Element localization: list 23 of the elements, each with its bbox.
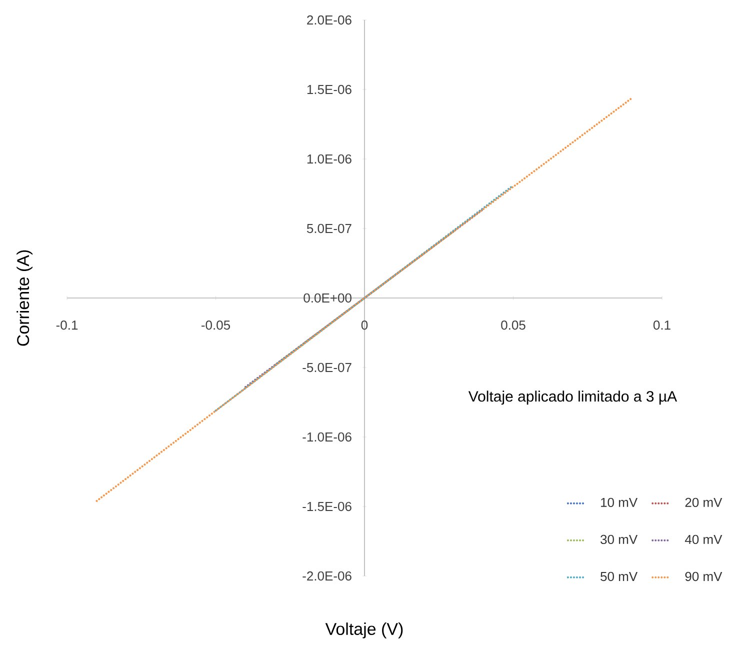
legend-label: 10 mV bbox=[601, 498, 638, 508]
legend-label: 40 mV bbox=[684, 534, 722, 544]
y-tick-label: -5.0E-07 bbox=[302, 362, 352, 372]
x-axis-title: Voltaje (V) bbox=[325, 622, 403, 638]
y-tick-label: 2.0E-06 bbox=[307, 15, 352, 25]
x-tick-label: 0.1 bbox=[653, 320, 670, 330]
x-tick-label: -0.1 bbox=[56, 320, 78, 330]
y-tick-label: 5.0E-07 bbox=[306, 224, 352, 234]
legend-label: 50 mV bbox=[600, 572, 638, 582]
legend-label: 20 mV bbox=[685, 498, 722, 508]
y-tick-label: 1.0E-06 bbox=[307, 154, 352, 164]
x-tick-label: 0 bbox=[361, 320, 368, 330]
y-tick-label: -1.5E-06 bbox=[302, 502, 352, 512]
x-tick-label: 0.05 bbox=[501, 320, 526, 330]
y-tick-label: 0.0E+00 bbox=[304, 293, 352, 303]
legend-label: 30 mV bbox=[600, 534, 638, 544]
legend-title: Voltaje aplicado limitado a 3 µA bbox=[468, 390, 678, 405]
x-tick-label: -0.05 bbox=[202, 320, 230, 330]
y-tick-label: -2.0E-06 bbox=[302, 571, 352, 581]
y-tick-label: -1.0E-06 bbox=[302, 432, 352, 442]
y-tick-label: 1.5E-06 bbox=[307, 84, 352, 94]
legend-label: 90 mV bbox=[685, 572, 722, 582]
y-axis-title: Corriente (A) bbox=[16, 250, 32, 346]
